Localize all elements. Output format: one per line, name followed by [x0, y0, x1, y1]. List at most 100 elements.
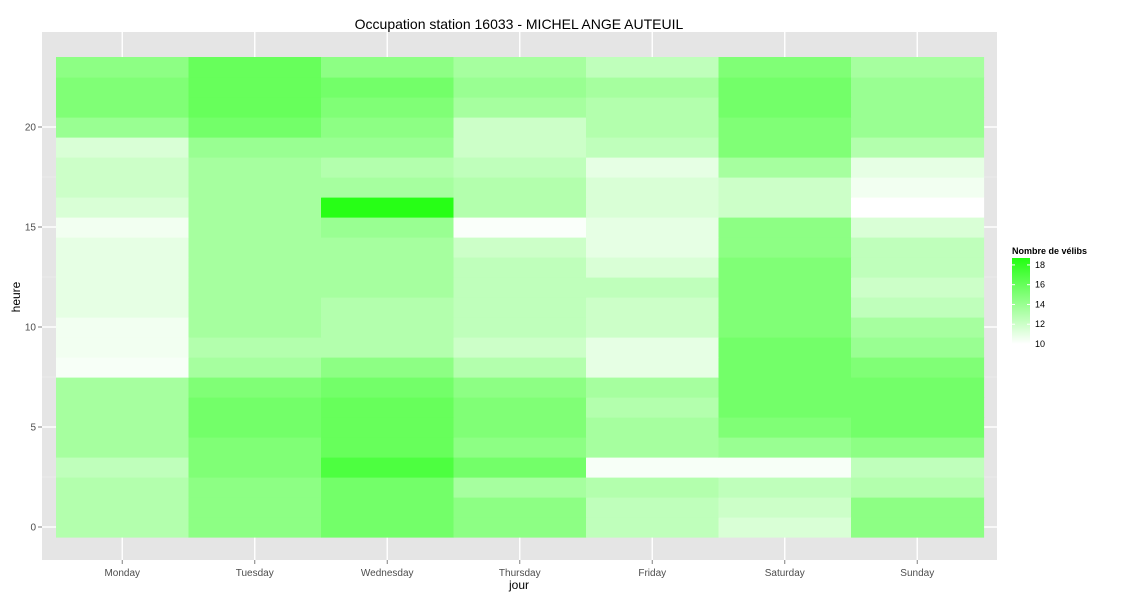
- heatmap-tile: [453, 497, 587, 518]
- heatmap-tile: [453, 317, 587, 338]
- x-axis: Monday Tuesday Wednesday Thursday Friday Satu…: [104, 560, 934, 579]
- heatmap-tile: [851, 337, 985, 358]
- heatmap-tile: [188, 497, 322, 518]
- heatmap-tile: [851, 497, 985, 518]
- heatmap-tile: [56, 337, 190, 358]
- heatmap-tile: [56, 97, 190, 118]
- heatmap-tile: [321, 117, 455, 138]
- heatmap-tile: [321, 457, 455, 478]
- heatmap-tile: [586, 357, 720, 378]
- heatmap-tile: [453, 517, 587, 538]
- heatmap-tile: [56, 317, 190, 338]
- heatmap-tile: [188, 97, 322, 118]
- heatmap-tile: [851, 157, 985, 178]
- heatmap-tile: [56, 77, 190, 98]
- heatmap-tile: [586, 157, 720, 178]
- heatmap-tile: [321, 137, 455, 158]
- heatmap-tile: [188, 417, 322, 438]
- heatmap-tile: [453, 217, 587, 238]
- heatmap-tile: [453, 457, 587, 478]
- heatmap-tile: [453, 157, 587, 178]
- heatmap-tile: [321, 417, 455, 438]
- heatmap-tile: [56, 217, 190, 238]
- heatmap-tile: [851, 77, 985, 98]
- heatmap-tile: [321, 177, 455, 198]
- heatmap-tile: [188, 297, 322, 318]
- heatmap-tile: [453, 437, 587, 458]
- heatmap-tile: [321, 97, 455, 118]
- x-tick-label: Sunday: [900, 568, 934, 579]
- heatmap-tile: [56, 157, 190, 178]
- legend-tick-label: 16: [1035, 280, 1045, 290]
- heatmap-tile: [586, 257, 720, 278]
- heatmap-tile: [56, 377, 190, 398]
- legend-title: Nombre de vélibs: [1012, 246, 1087, 256]
- heatmap-tile: [188, 177, 322, 198]
- heatmap-tile: [188, 457, 322, 478]
- heatmap-tile: [586, 517, 720, 538]
- heatmap-tile: [586, 197, 720, 218]
- heatmap-tile: [453, 297, 587, 318]
- x-tick-label: Tuesday: [236, 568, 274, 579]
- heatmap-tile: [321, 477, 455, 498]
- heatmap-tile: [718, 197, 852, 218]
- heatmap-tile: [188, 517, 322, 538]
- heatmap-tile: [453, 197, 587, 218]
- heatmap-tile: [321, 217, 455, 238]
- heatmap-tile: [718, 57, 852, 78]
- heatmap-tile: [188, 337, 322, 358]
- heatmap-tile: [586, 297, 720, 318]
- heatmap-tile: [586, 77, 720, 98]
- heatmap-tile: [586, 237, 720, 258]
- heatmap-tile: [56, 417, 190, 438]
- x-tick-label: Wednesday: [361, 568, 414, 579]
- heatmap-tile: [718, 517, 852, 538]
- heatmap-tile: [188, 317, 322, 338]
- heatmap-tile: [453, 77, 587, 98]
- heatmap-tile: [718, 497, 852, 518]
- heatmap-tile: [453, 137, 587, 158]
- x-axis-title: jour: [508, 578, 529, 592]
- heatmap-tile: [851, 177, 985, 198]
- heatmap-tile: [851, 277, 985, 298]
- heatmap-tile: [586, 337, 720, 358]
- heatmap-tile: [453, 117, 587, 138]
- heatmap-tile: [188, 117, 322, 138]
- heatmap-tile: [56, 177, 190, 198]
- heatmap-tile: [718, 417, 852, 438]
- heatmap-tile: [188, 237, 322, 258]
- heatmap-tile: [586, 417, 720, 438]
- heatmap-tile: [586, 377, 720, 398]
- heatmap-tile: [718, 117, 852, 138]
- heatmap-tile: [188, 437, 322, 458]
- heatmap-tile: [321, 437, 455, 458]
- heatmap-tile: [453, 97, 587, 118]
- heatmap-tile: [56, 297, 190, 318]
- heatmap-tile: [586, 477, 720, 498]
- heatmap-tile: [718, 157, 852, 178]
- heatmap-tile: [586, 457, 720, 478]
- x-tick-label: Friday: [638, 568, 666, 579]
- heatmap-tile: [851, 197, 985, 218]
- heatmap-tile: [718, 97, 852, 118]
- heatmap-tile: [453, 277, 587, 298]
- heatmap-tile: [718, 377, 852, 398]
- heatmap-tile: [718, 357, 852, 378]
- y-tick-label: 15: [25, 223, 37, 234]
- heatmap-tile: [188, 197, 322, 218]
- legend-tick-label: 12: [1035, 319, 1045, 329]
- heatmap-tile: [453, 337, 587, 358]
- heatmap-tile: [851, 237, 985, 258]
- heatmap-tile: [56, 257, 190, 278]
- heatmap-tile: [56, 477, 190, 498]
- heatmap-tiles: [56, 57, 985, 538]
- heatmap-tile: [321, 297, 455, 318]
- heatmap-tile: [321, 257, 455, 278]
- heatmap-tile: [453, 417, 587, 438]
- x-tick-label: Saturday: [765, 568, 805, 579]
- heatmap-tile: [851, 417, 985, 438]
- heatmap-tile: [188, 157, 322, 178]
- heatmap-tile: [586, 317, 720, 338]
- heatmap-tile: [851, 297, 985, 318]
